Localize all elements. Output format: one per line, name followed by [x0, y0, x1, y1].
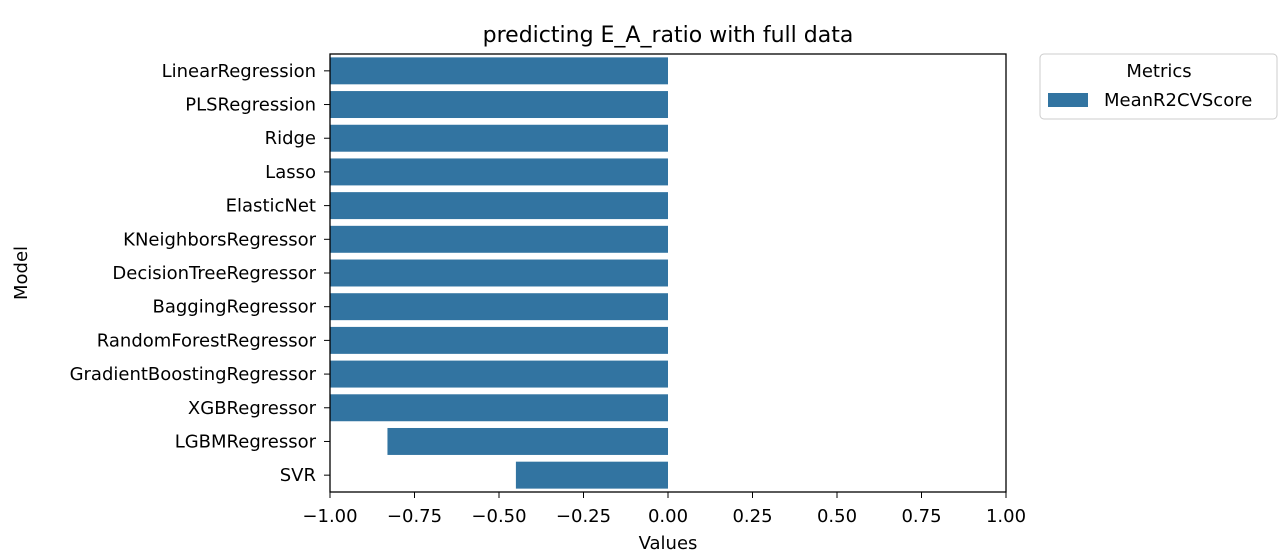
y-tick-label: PLSRegression — [185, 95, 316, 116]
legend-swatch — [1048, 93, 1088, 107]
y-axis-label: Model — [11, 246, 32, 300]
bar-SVR — [515, 461, 668, 489]
y-tick-label: LGBMRegressor — [175, 431, 317, 452]
bars-group — [330, 57, 668, 489]
x-tick-label: −0.75 — [387, 506, 442, 527]
y-tick-label: BaggingRegressor — [152, 297, 316, 318]
legend-frame — [1039, 53, 1278, 120]
bar-BaggingRegressor — [330, 293, 668, 321]
bar-XGBRegressor — [330, 394, 668, 422]
x-tick-label: 1.00 — [986, 506, 1026, 527]
x-tick-label: −1.00 — [302, 506, 357, 527]
y-tick-label: SVR — [280, 465, 316, 486]
y-tick-label: RandomForestRegressor — [97, 330, 317, 351]
y-tick-label: DecisionTreeRegressor — [112, 263, 316, 284]
legend-title: Metrics — [1126, 61, 1191, 82]
bar-ElasticNet — [330, 192, 668, 220]
y-tick-label: Ridge — [265, 128, 316, 149]
x-tick-label: −0.50 — [471, 506, 526, 527]
x-tick-label: 0.75 — [901, 506, 941, 527]
y-tick-label: Lasso — [265, 162, 316, 183]
y-tick-label: ElasticNet — [226, 196, 316, 217]
bar-GradientBoostingRegressor — [330, 360, 668, 388]
y-tick-label: XGBRegressor — [188, 398, 317, 419]
bar-DecisionTreeRegressor — [330, 259, 668, 287]
y-tick-label: KNeighborsRegressor — [123, 229, 316, 250]
y-axis: LinearRegression PLSRegression Ridge Lasso E… — [70, 61, 330, 486]
legend-label: MeanR2CVScore — [1104, 90, 1252, 111]
y-tick-label: GradientBoostingRegressor — [70, 364, 317, 385]
bar-PLSRegression — [330, 91, 668, 119]
bar-LGBMRegressor — [387, 427, 668, 455]
bar-LinearRegression — [330, 57, 668, 85]
x-tick-label: 0.25 — [732, 506, 772, 527]
x-axis-label: Values — [639, 533, 698, 553]
x-tick-label: 0.00 — [648, 506, 688, 527]
bar-Ridge — [330, 124, 668, 152]
y-tick-label: LinearRegression — [162, 61, 316, 82]
bar-KNeighborsRegressor — [330, 225, 668, 253]
chart-title: predicting E_A_ratio with full data — [483, 23, 854, 48]
bar-Lasso — [330, 158, 668, 186]
bar-RandomForestRegressor — [330, 326, 668, 354]
x-tick-label: 0.50 — [817, 506, 857, 527]
x-axis: −1.00 −0.75 −0.50 −0.25 0.00 0.25 0.50 0.75 1.00 — [302, 492, 1026, 527]
x-tick-label: −0.25 — [556, 506, 611, 527]
legend: Metrics MeanR2CVScore — [1039, 53, 1278, 120]
